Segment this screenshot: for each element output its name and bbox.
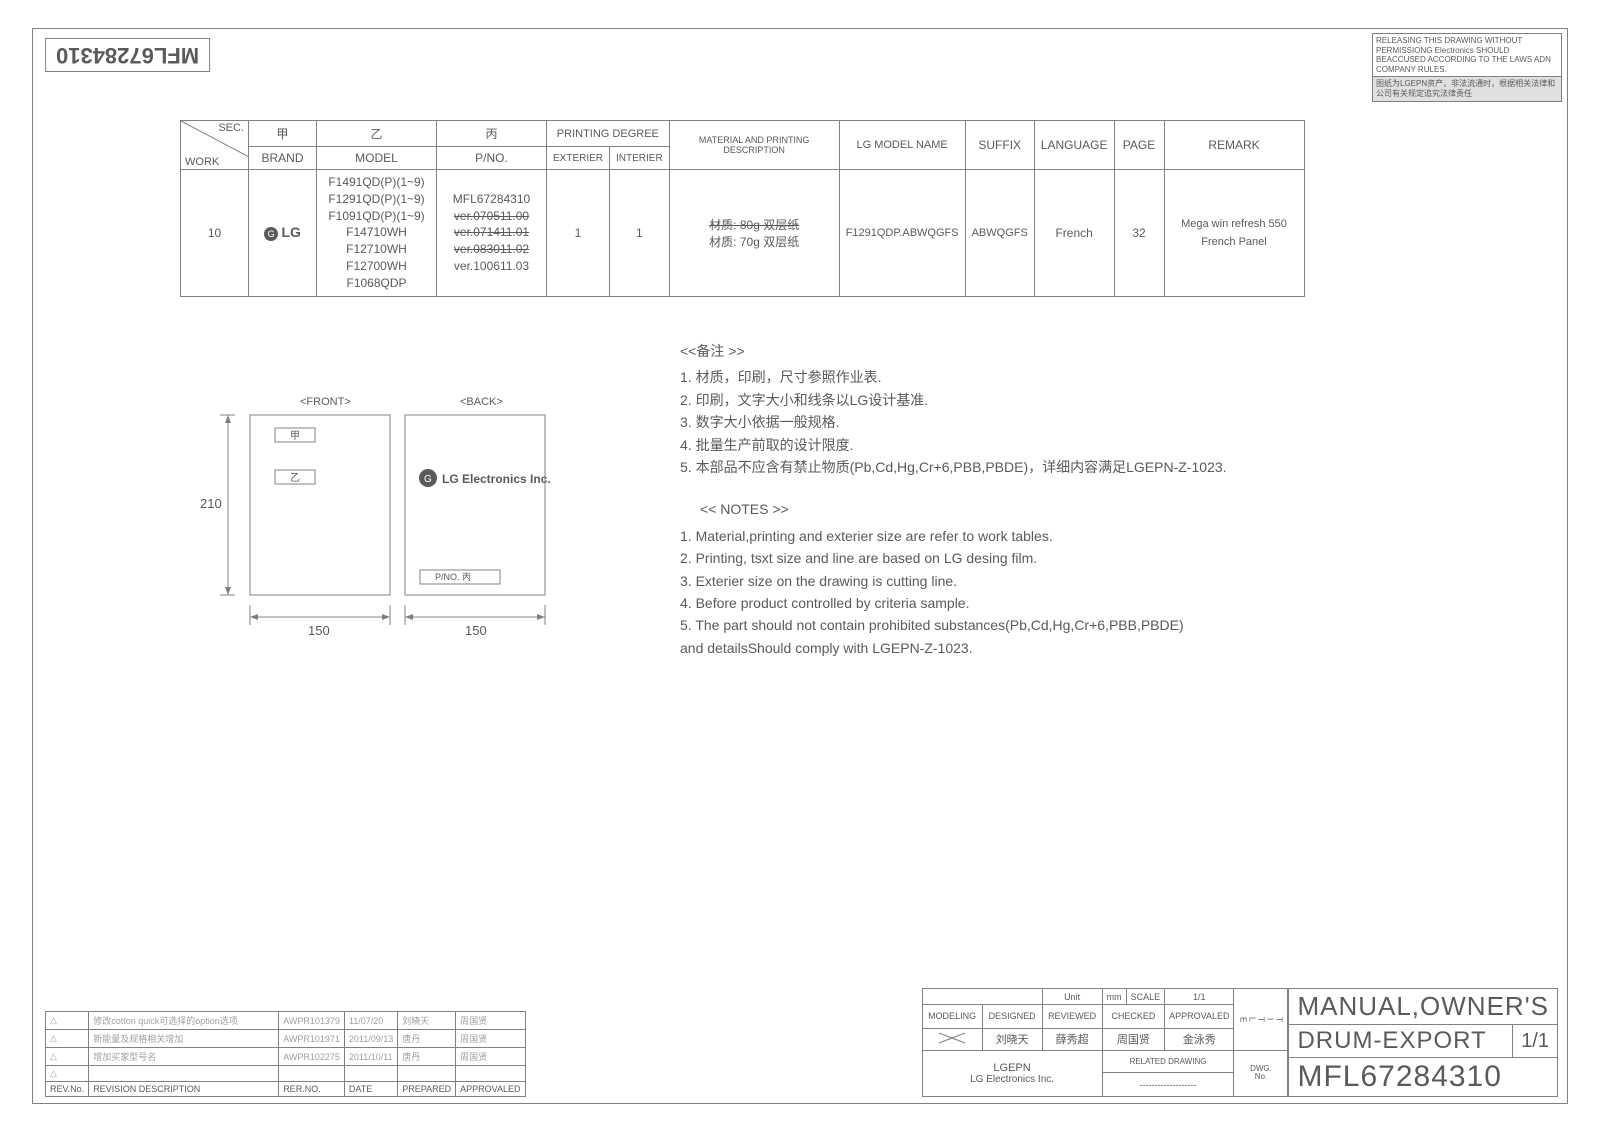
lg-logo-icon: G — [264, 227, 278, 241]
hdr-model: MODEL — [317, 147, 437, 170]
spec-table: SEC. WORK 甲 乙 丙 PRINTING DEGREE MATERIAL… — [180, 120, 1305, 297]
warning-en: RELEASING THIS DRAWING WITHOUT PERMISSIO… — [1373, 34, 1561, 76]
svg-text:P/NO. 丙: P/NO. 丙 — [435, 572, 471, 582]
rev-row: △新能量及规格相关增加AWPR1019712011/09/13唐丹周国贤 — [46, 1030, 526, 1048]
notes-en-title: << NOTES >> — [700, 498, 1380, 520]
hdr-bing: 丙 — [437, 121, 547, 147]
rev-row: △ — [46, 1066, 526, 1082]
notes-en-4: 4. Before product controlled by criteria… — [680, 592, 1380, 614]
notes-zh-2: 2. 印刷，文字大小和线条以LG设计基准. — [680, 389, 1380, 411]
title-page: 1/1 — [1513, 1025, 1558, 1058]
hdr-brand: BRAND — [249, 147, 317, 170]
notes-zh-3: 3. 数字大小依据一般规格. — [680, 411, 1380, 433]
rev-row: △修改cotton quick可选择的option选项AWPR10137911/… — [46, 1012, 526, 1030]
drawing-diagram: <FRONT> <BACK> 甲 乙 G LG Electronics Inc.… — [180, 390, 600, 675]
notes-en-3: 3. Exterier size on the drawing is cutti… — [680, 570, 1380, 592]
hdr-material: MATERIAL AND PRINTING DESCRIPTION — [669, 121, 839, 170]
svg-text:210: 210 — [200, 496, 222, 511]
document-id: MFL67284310 — [45, 38, 210, 72]
hdr-pno: P/NO. — [437, 147, 547, 170]
hdr-printing: PRINTING DEGREE — [547, 121, 670, 147]
svg-text:LG Electronics Inc.: LG Electronics Inc. — [442, 472, 551, 486]
lgepn-cell: LGEPN LG Electronics Inc. — [922, 1050, 1102, 1096]
hdr-lgmodel: LG MODEL NAME — [839, 121, 965, 170]
notes-zh-1: 1. 材质，印刷，尺寸参照作业表. — [680, 366, 1380, 388]
cell-int: 1 — [610, 170, 670, 297]
cell-remark: Mega win refresh 550 French Panel — [1164, 170, 1304, 297]
hdr-remark: REMARK — [1164, 121, 1304, 170]
notes-en-2: 2. Printing, tsxt size and line are base… — [680, 547, 1380, 569]
rev-row: △增加买家型号名AWPR1022752011/10/11唐丹周国贤 — [46, 1048, 526, 1066]
title-vertical: TITLE — [1234, 989, 1288, 1051]
svg-text:G: G — [424, 474, 432, 485]
cell-work: 10 — [181, 170, 249, 297]
cell-pno: MFL67284310 ver.070511.00 ver.071411.01 … — [437, 170, 547, 297]
related-dash: ------------------- — [1102, 1073, 1234, 1097]
hdr-page: PAGE — [1114, 121, 1164, 170]
modeling-symbol — [922, 1028, 982, 1050]
svg-text:150: 150 — [308, 623, 330, 638]
notes-section: <<备注 >> 1. 材质，印刷，尺寸参照作业表. 2. 印刷，文字大小和线条以… — [680, 340, 1380, 659]
back-label: <BACK> — [460, 396, 503, 408]
sec-work-cell: SEC. WORK — [181, 121, 249, 170]
notes-en-6: and detailsShould comply with LGEPN-Z-10… — [680, 637, 1380, 659]
cell-material: 材质: 80g 双层纸 材质: 70g 双层纸 — [669, 170, 839, 297]
warning-zh: 图纸为LGEPN资产，非法流通时，根据相关法律和公司有关规定追究法律责任 — [1373, 76, 1561, 100]
notes-zh-5: 5. 本部品不应含有禁止物质(Pb,Cd,Hg,Cr+6,PBB,PBDE)，详… — [680, 456, 1380, 478]
notes-en-5: 5. The part should not contain prohibite… — [680, 614, 1380, 636]
rev-header: REV.No.REVISION DESCRIPTIONRER.NO.DATEPR… — [46, 1082, 526, 1097]
hdr-lang: LANGUAGE — [1034, 121, 1114, 170]
lg-logo-text: LG — [281, 224, 300, 240]
title-block-right: MANUAL,OWNER'S DRUM-EXPORT 1/1 MFL672843… — [1288, 988, 1558, 1097]
title-drum: DRUM-EXPORT — [1289, 1025, 1513, 1058]
cell-suffix: ABWQGFS — [965, 170, 1034, 297]
title-block-left: Unit mm SCALE 1/1 TITLE MODELING DESIGNE… — [922, 988, 1289, 1097]
title-dwg-no: MFL67284310 — [1289, 1058, 1558, 1097]
cell-models: F1491QD(P)(1~9) F1291QD(P)(1~9) F1091QD(… — [317, 170, 437, 297]
notes-zh-title: <<备注 >> — [680, 340, 1380, 362]
front-label: <FRONT> — [300, 396, 351, 408]
hdr-int: INTERIER — [610, 147, 670, 170]
cell-page: 32 — [1114, 170, 1164, 297]
revision-table: △修改cotton quick可选择的option选项AWPR10137911/… — [45, 1011, 526, 1097]
hdr-jia: 甲 — [249, 121, 317, 147]
cell-brand: G LG — [249, 170, 317, 297]
svg-text:150: 150 — [465, 623, 487, 638]
svg-text:甲: 甲 — [290, 431, 300, 442]
notes-en-1: 1. Material,printing and exterier size a… — [680, 525, 1380, 547]
notes-zh-4: 4. 批量生产前取的设计限度. — [680, 434, 1380, 456]
diagram-svg: <FRONT> <BACK> 甲 乙 G LG Electronics Inc.… — [180, 390, 600, 670]
warning-box: RELEASING THIS DRAWING WITHOUT PERMISSIO… — [1372, 33, 1562, 102]
hdr-ext: EXTERIER — [547, 147, 610, 170]
hdr-suffix: SUFFIX — [965, 121, 1034, 170]
title-manual: MANUAL,OWNER'S — [1289, 989, 1558, 1025]
hdr-yi: 乙 — [317, 121, 437, 147]
dwg-no-label: DWG.No. — [1234, 1050, 1288, 1096]
cell-lgmodel: F1291QDP.ABWQGFS — [839, 170, 965, 297]
cell-lang: French — [1034, 170, 1114, 297]
title-block: Unit mm SCALE 1/1 TITLE MODELING DESIGNE… — [922, 988, 1558, 1097]
cell-ext: 1 — [547, 170, 610, 297]
svg-text:乙: 乙 — [290, 472, 300, 484]
